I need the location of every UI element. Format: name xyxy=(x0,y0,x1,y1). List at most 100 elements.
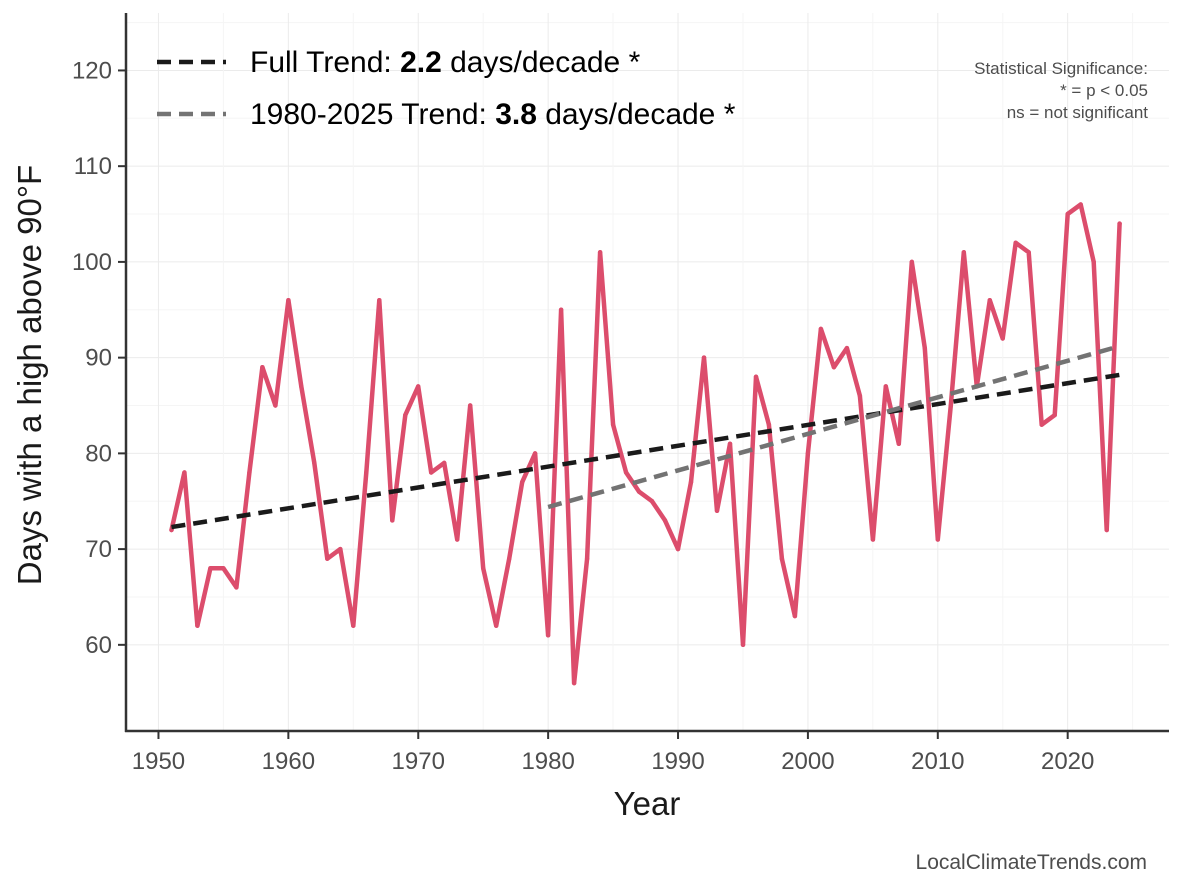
legend-full-value: 2.2 xyxy=(400,46,442,79)
data-point-1956 xyxy=(234,585,239,590)
data-point-1979 xyxy=(532,451,538,456)
data-point-1983 xyxy=(584,556,590,561)
data-point-1996 xyxy=(753,374,759,379)
data-point-1985 xyxy=(610,422,616,427)
data-point-1961 xyxy=(299,384,304,389)
data-point-2009 xyxy=(922,345,927,351)
significance-note: Statistical Significance: * = p < 0.05 n… xyxy=(974,59,1148,122)
data-point-2006 xyxy=(883,384,888,389)
data-point-2008 xyxy=(909,259,914,265)
data-point-1968 xyxy=(390,518,395,523)
x-tick-label-2000: 2000 xyxy=(781,748,834,775)
data-point-1987 xyxy=(636,489,642,494)
x-tick-label-1990: 1990 xyxy=(651,748,704,775)
data-point-2023 xyxy=(1104,527,1109,533)
legend-label-recent-trend: 1980-2025 Trend: 3.8 days/decade * xyxy=(250,98,736,131)
legend-recent-suffix: days/decade * xyxy=(537,98,736,131)
data-point-2012 xyxy=(961,250,966,255)
x-tick-label-2010: 2010 xyxy=(911,748,964,775)
data-point-1967 xyxy=(377,298,382,303)
significance-line-2: ns = not significant xyxy=(1007,103,1149,122)
data-point-1982 xyxy=(571,680,577,686)
legend-full-prefix: Full Trend: xyxy=(250,46,400,79)
data-point-1999 xyxy=(792,613,798,619)
data-point-1994 xyxy=(727,441,733,446)
data-point-1962 xyxy=(312,460,317,466)
data-point-1954 xyxy=(208,566,213,571)
data-point-2022 xyxy=(1091,259,1096,265)
data-point-1959 xyxy=(273,403,278,408)
data-point-1990 xyxy=(675,546,681,552)
series-layer xyxy=(169,202,1122,686)
data-point-1964 xyxy=(338,546,343,552)
y-tick-label-100: 100 xyxy=(72,249,112,276)
trend-line-1980-2025 xyxy=(547,343,1121,510)
data-point-1971 xyxy=(429,470,434,475)
data-point-1978 xyxy=(520,479,525,485)
data-point-2007 xyxy=(896,441,901,446)
trend-layer xyxy=(171,343,1121,530)
data-point-2005 xyxy=(870,537,876,542)
data-point-2021 xyxy=(1078,202,1083,207)
data-point-1953 xyxy=(195,623,200,628)
x-tick-label-1980: 1980 xyxy=(521,748,574,775)
data-point-1984 xyxy=(597,250,603,255)
data-point-2018 xyxy=(1039,422,1044,427)
data-point-1993 xyxy=(714,508,720,513)
data-point-2017 xyxy=(1026,250,1031,255)
significance-line-1: * = p < 0.05 xyxy=(1060,81,1148,100)
data-point-1980 xyxy=(545,633,551,638)
data-point-1974 xyxy=(468,403,473,408)
data-point-2001 xyxy=(818,326,824,332)
y-tick-label-120: 120 xyxy=(72,57,112,84)
data-point-1957 xyxy=(247,470,252,475)
x-ticks: 1950 1960 1970 1980 1990 2000 2010 2020 xyxy=(132,731,1094,775)
legend-recent-value: 3.8 xyxy=(495,98,537,131)
data-point-1958 xyxy=(260,365,265,370)
x-tick-label-1950: 1950 xyxy=(132,748,185,775)
x-tick-label-1970: 1970 xyxy=(392,748,445,775)
data-point-2019 xyxy=(1052,412,1057,418)
data-point-1998 xyxy=(779,556,785,561)
y-tick-label-90: 90 xyxy=(85,345,112,372)
data-point-2011 xyxy=(948,403,953,408)
x-axis-title: Year xyxy=(614,785,681,822)
data-point-1970 xyxy=(416,384,421,389)
data-point-1975 xyxy=(481,566,486,571)
data-point-1972 xyxy=(442,460,447,466)
data-point-1976 xyxy=(494,623,499,628)
data-point-1977 xyxy=(507,556,512,561)
data-point-1952 xyxy=(182,470,187,475)
y-tick-label-110: 110 xyxy=(74,153,112,180)
y-tick-label-80: 80 xyxy=(85,440,112,467)
data-point-1988 xyxy=(649,499,655,504)
legend-full-suffix: days/decade * xyxy=(442,46,641,79)
series-line-0 xyxy=(169,202,1122,686)
data-point-1991 xyxy=(688,479,694,485)
data-point-2020 xyxy=(1065,211,1070,217)
data-point-1955 xyxy=(221,566,226,571)
legend-label-full-trend: Full Trend: 2.2 days/decade * xyxy=(250,46,641,79)
source-credit: LocalClimateTrends.com xyxy=(916,851,1147,874)
x-tick-label-2020: 2020 xyxy=(1041,748,1094,775)
y-gridlines xyxy=(126,22,1169,646)
data-point-2016 xyxy=(1013,240,1018,245)
data-point-2014 xyxy=(987,298,992,303)
data-point-2010 xyxy=(935,537,940,542)
significance-title: Statistical Significance: xyxy=(974,59,1148,78)
data-point-2015 xyxy=(1000,336,1005,341)
data-point-2002 xyxy=(831,365,837,370)
legend: Full Trend: 2.2 days/decade * 1980-2025 … xyxy=(157,46,736,131)
data-point-2000 xyxy=(805,451,811,456)
x-tick-label-1960: 1960 xyxy=(262,748,315,775)
data-point-1963 xyxy=(325,556,330,561)
y-tick-label-60: 60 xyxy=(85,632,112,659)
trend-line-full xyxy=(171,372,1120,530)
data-point-2024 xyxy=(1117,221,1122,226)
y-axis-title: Days with a high above 90°F xyxy=(11,165,48,585)
y-tick-label-70: 70 xyxy=(85,536,112,563)
data-point-1992 xyxy=(701,355,707,360)
data-point-2003 xyxy=(844,345,850,351)
data-point-1995 xyxy=(740,642,746,647)
